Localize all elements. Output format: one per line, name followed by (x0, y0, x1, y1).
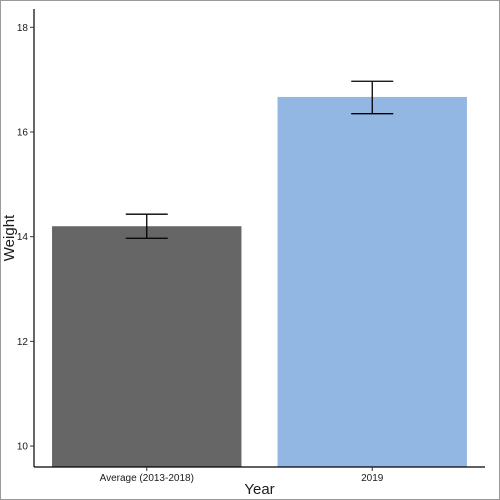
plot-area (52, 80, 467, 467)
x-tick-label: 2019 (361, 473, 384, 484)
x-axis-title: Year (244, 481, 274, 498)
y-tick-label: 16 (17, 128, 29, 139)
x-tick-label: Average (2013-2018) (100, 473, 194, 484)
bar-0 (52, 226, 242, 467)
x-axis-ticks: Average (2013-2018) 2019 (100, 467, 384, 484)
error-bar-0 (125, 213, 168, 239)
y-tick-label: 12 (17, 337, 29, 348)
y-axis-title: Weight (1, 214, 18, 261)
y-axis-ticks: 10 12 14 16 18 (17, 23, 34, 453)
error-bar-1 (351, 80, 394, 115)
y-tick-label: 14 (17, 232, 29, 243)
bar-1 (277, 96, 467, 467)
y-tick-label: 10 (17, 442, 29, 453)
y-tick-label: 18 (17, 23, 29, 34)
